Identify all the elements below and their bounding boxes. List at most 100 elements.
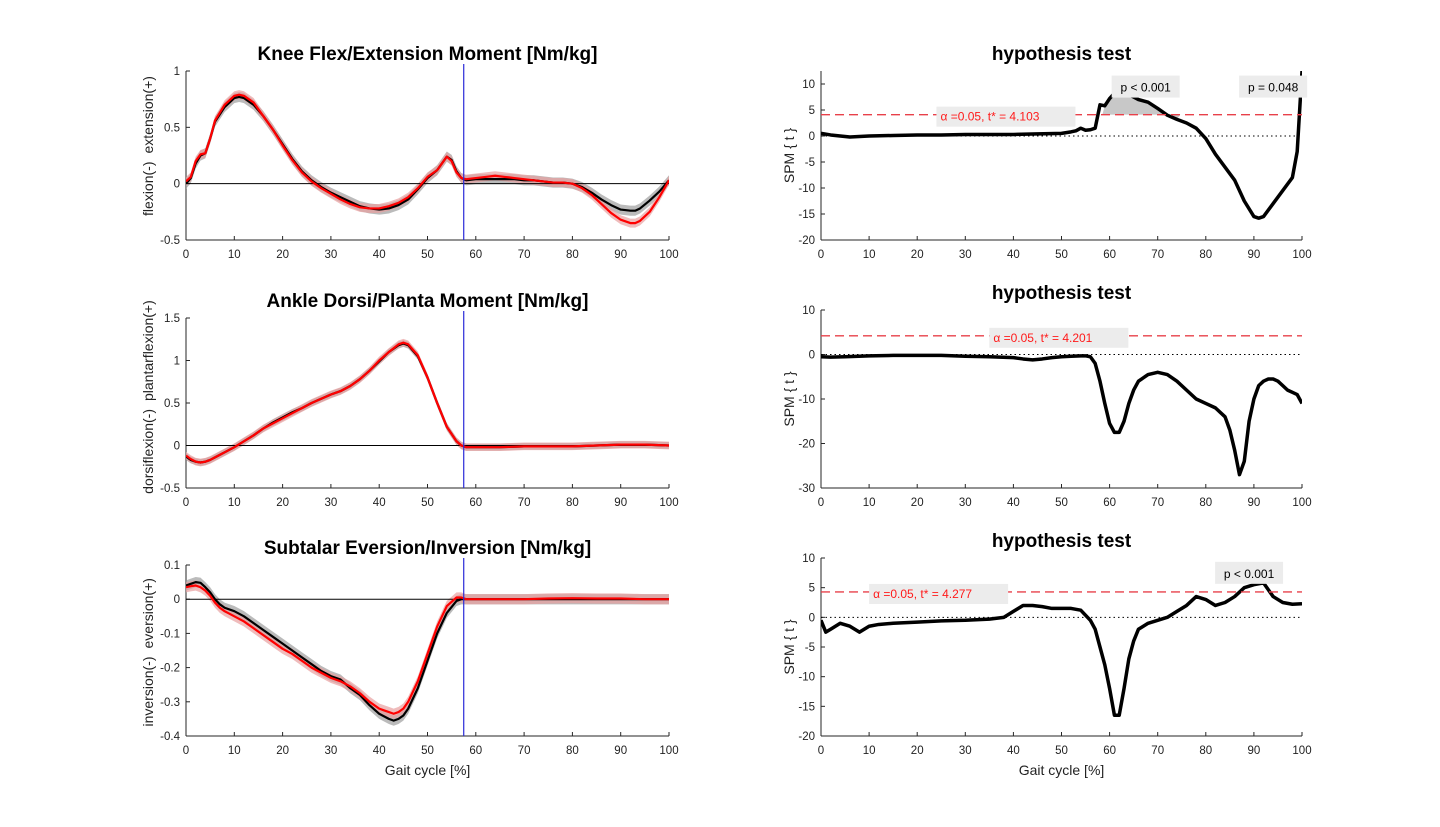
p-value-label: p < 0.001	[1120, 81, 1171, 95]
x-tick-label: 60	[1103, 249, 1116, 261]
x-tick-label: 60	[1103, 497, 1116, 509]
series-line-2	[186, 93, 669, 225]
x-tick-label: 80	[566, 497, 579, 509]
x-tick-label: 10	[228, 497, 241, 509]
chart-title: Subtalar Eversion/Inversion [Nm/kg]	[264, 538, 591, 559]
p-value-box	[1215, 561, 1284, 584]
y-tick-label: 0	[809, 612, 815, 624]
x-tick-label: 70	[1151, 497, 1164, 509]
x-tick-label: 90	[1248, 497, 1261, 509]
y-tick-label: 0.5	[164, 122, 180, 134]
x-tick-label: 0	[183, 745, 189, 757]
x-tick-label: 30	[325, 745, 338, 757]
x-tick-label: 70	[1151, 249, 1164, 261]
chart-panel-1: Knee Flex/Extension Moment [Nm/kg]0 10 20 3…	[140, 44, 679, 261]
chart-title: hypothesis test	[992, 531, 1132, 552]
plot-area	[186, 90, 669, 228]
chart-title: hypothesis test	[992, 44, 1132, 65]
x-tick-label: 80	[1199, 497, 1212, 509]
y-tick-label: -5	[805, 157, 815, 169]
y-tick-label: -0.5	[160, 483, 180, 495]
x-tick-label: 100	[1292, 497, 1311, 509]
series-line-1	[821, 353, 1302, 477]
p-value-box	[1239, 75, 1308, 98]
x-tick-label: 0	[183, 497, 189, 509]
y-tick-label: -20	[798, 235, 815, 247]
chart-panel-3: Ankle Dorsi/Planta Moment [Nm/kg]0 10 20 30…	[140, 291, 679, 509]
x-tick-label: 50	[421, 249, 434, 261]
x-tick-label: 50	[1055, 249, 1068, 261]
x-tick-label: 80	[566, 249, 579, 261]
x-tick-label: 60	[469, 497, 482, 509]
y-tick-label: -10	[798, 183, 815, 195]
p-value-label: p < 0.001	[1224, 567, 1275, 581]
x-tick-label: 50	[1055, 497, 1068, 509]
x-tick-label: 80	[1199, 249, 1212, 261]
chart-panel-5: Subtalar Eversion/Inversion [Nm/kg] 0 10 20…	[140, 538, 679, 778]
y-label-negative: dorsiflexion(-)	[140, 409, 156, 494]
x-tick-label: 40	[373, 249, 386, 261]
plot-area	[821, 353, 1302, 477]
y-tick-label: 0.5	[164, 398, 180, 410]
chart-title: Ankle Dorsi/Planta Moment [Nm/kg]	[267, 291, 589, 312]
y-tick-label: -0.3	[160, 697, 180, 709]
x-tick-label: 90	[1248, 249, 1261, 261]
series-line-2	[186, 341, 669, 464]
y-tick-label: -0.4	[160, 731, 180, 743]
x-tick-label: 10	[863, 745, 876, 757]
series-line-2	[186, 584, 669, 715]
y-tick-label: 1	[174, 356, 180, 368]
threshold-label-box	[936, 106, 1076, 127]
plot-area	[186, 338, 669, 467]
x-tick-label: 0	[818, 497, 824, 509]
x-tick-label: 20	[276, 745, 289, 757]
plot-area	[821, 581, 1302, 717]
x-tick-label: 100	[1292, 249, 1311, 261]
y-tick-label: 1	[174, 66, 180, 78]
threshold-label: α =0.05, t* = 4.277	[873, 587, 972, 601]
x-tick-label: 10	[863, 249, 876, 261]
x-tick-label: 80	[566, 745, 579, 757]
x-tick-label: 10	[228, 745, 241, 757]
x-axis-label: Gait cycle [%]	[385, 762, 471, 778]
series-line-1	[821, 581, 1302, 717]
threshold-label-box	[989, 327, 1129, 348]
x-tick-label: 100	[659, 745, 678, 757]
y-tick-label: 0	[174, 594, 180, 606]
y-tick-label: 1.5	[164, 313, 180, 325]
series-line-1	[821, 71, 1302, 220]
x-tick-label: 40	[373, 745, 386, 757]
y-tick-label: 0	[809, 131, 815, 143]
chart-title: Knee Flex/Extension Moment [Nm/kg]	[258, 44, 598, 65]
x-tick-label: 100	[659, 249, 678, 261]
x-tick-label: 30	[325, 497, 338, 509]
y-tick-label: -30	[798, 483, 815, 495]
chart-title: hypothesis test	[992, 283, 1132, 304]
x-tick-label: 10	[863, 497, 876, 509]
x-tick-label: 60	[1103, 745, 1116, 757]
y-axis-label: SPM { t }	[781, 371, 797, 427]
x-tick-label: 100	[659, 497, 678, 509]
y-tick-label: -20	[798, 439, 815, 451]
x-tick-label: 50	[421, 497, 434, 509]
x-tick-label: 70	[518, 249, 531, 261]
x-tick-label: 70	[1151, 745, 1164, 757]
x-axis-label: Gait cycle [%]	[1019, 762, 1105, 778]
x-tick-label: 60	[469, 745, 482, 757]
y-tick-label: -0.2	[160, 663, 180, 675]
x-tick-label: 20	[911, 745, 924, 757]
y-tick-label: -10	[798, 394, 815, 406]
y-tick-label: 5	[809, 105, 815, 117]
y-axis-label: SPM { t }	[781, 619, 797, 675]
x-tick-label: 30	[959, 497, 972, 509]
x-tick-label: 60	[469, 249, 482, 261]
x-tick-label: 30	[959, 745, 972, 757]
threshold-label: α =0.05, t* = 4.103	[940, 110, 1039, 124]
y-tick-label: 0.1	[164, 560, 180, 572]
x-tick-label: 40	[1007, 745, 1020, 757]
y-tick-label: -0.5	[160, 235, 180, 247]
sd-band-series-2	[186, 580, 669, 719]
